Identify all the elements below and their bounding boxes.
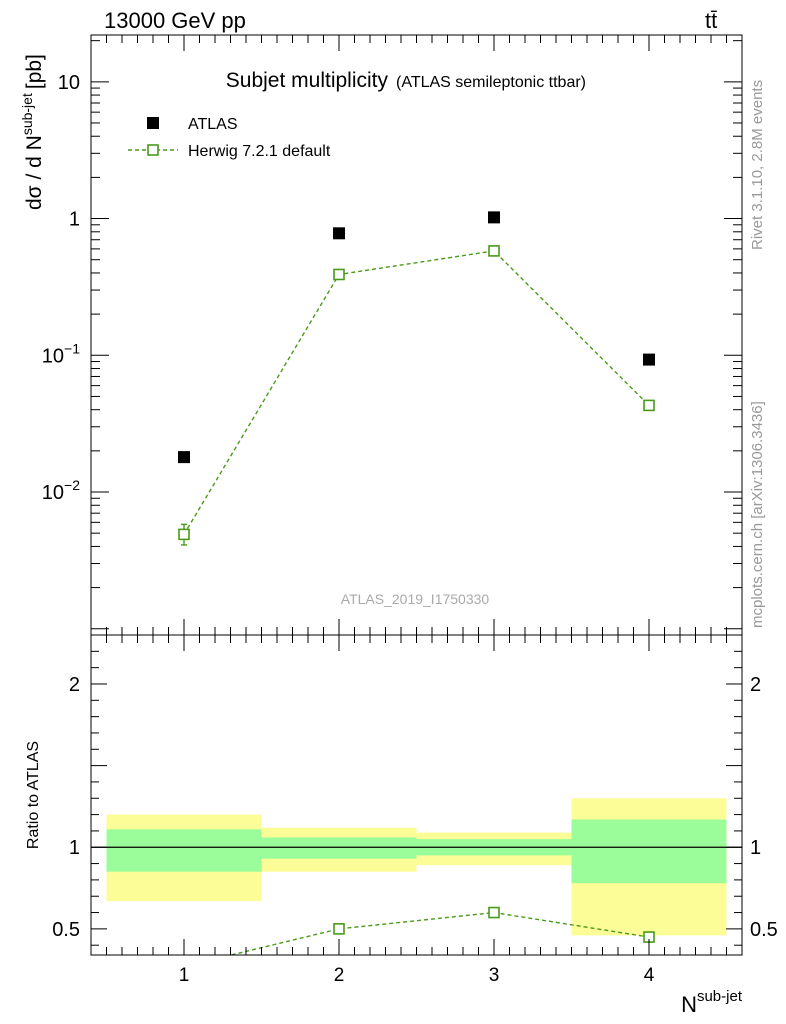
atlas-data-point [488,211,500,224]
y-label-unit: [pb] [23,54,46,89]
atlas-data-point [333,227,345,240]
plot-subtitle: (ATLAS semileptonic ttbar) [396,74,586,91]
y-tick-label: 10 [58,72,80,94]
ratio-y-tick-label-left: 1 [69,837,80,859]
plot-title: Subjet multiplicity [226,69,389,92]
x-label-sup: sub-jet [697,988,743,1005]
herwig-point [488,906,500,919]
y-label-sup: sub-jet [19,93,35,135]
y-tick-label: 10−1 [42,340,80,367]
herwig-line [183,250,650,535]
legend-atlas-marker [147,117,159,129]
legend-herwig-marker [147,144,159,156]
herwig-point [333,923,345,935]
ratio-y-tick-label-left: 0.5 [52,919,80,941]
y-tick-base: 1 [69,209,80,231]
x-label-main: N [681,992,697,1017]
main-y-axis-label: dσ / d Nsub-jet [pb] [19,54,46,210]
x-axis-label: Nsub-jet [681,988,743,1017]
ratio-y-tick-label-right: 1 [750,837,761,859]
y-tick-base: 10 [42,482,64,504]
svg-text:Nsub-jet: Nsub-jet [681,988,743,1017]
stat-uncertainty-band [106,829,262,872]
mcplots-label: mcplots.cern.ch [arXiv:1306.3436] [749,401,766,628]
ratio-y-tick-label-left: 2 [69,674,80,696]
herwig-point [333,268,345,281]
rivet-version-label: Rivet 3.1.10, 2.8M events [749,80,766,250]
analysis-label: ATLAS_2019_I1750330 [341,591,490,607]
stat-uncertainty-band [261,837,417,859]
x-tick-label: 3 [489,965,500,986]
legend: ATLAS Herwig 7.2.1 default [128,116,331,160]
y-tick-exponent: −2 [64,477,80,493]
legend-herwig-label: Herwig 7.2.1 default [188,143,331,160]
legend-atlas-label: ATLAS [188,116,238,133]
x-tick-label: 2 [334,965,345,986]
herwig-point [643,399,655,412]
y-tick-label: 1 [69,209,80,231]
y-tick-base: 10 [42,345,64,367]
y-tick-exponent: −1 [64,340,80,356]
ratio-y-tick-label-right: 0.5 [750,919,778,941]
atlas-data-point [643,353,655,366]
ratio-y-tick-label-right: 2 [750,674,761,696]
atlas-data-point [178,451,190,464]
stat-uncertainty-band [571,819,727,884]
y-label-main: dσ / d N [23,135,46,210]
energy-label: 13000 GeV pp [104,8,246,33]
y-tick-label: 10−2 [42,477,80,504]
ratio-y-axis-label: Ratio to ATLAS [25,741,42,849]
y-tick-base: 10 [58,72,80,94]
ratio-panel: 1 2 3 4 0.5 0.5 1 1 2 2 Ratio to ATLAS Nsub-jet [25,634,778,1017]
process-label: tt̄ [705,8,717,33]
x-tick-label: 4 [644,965,655,986]
svg-text:dσ / d Nsub-jet[pb]: dσ / d Nsub-jet [pb] [19,54,46,210]
x-tick-label: 1 [179,965,190,986]
herwig-point [178,528,190,541]
herwig-point [488,245,500,257]
